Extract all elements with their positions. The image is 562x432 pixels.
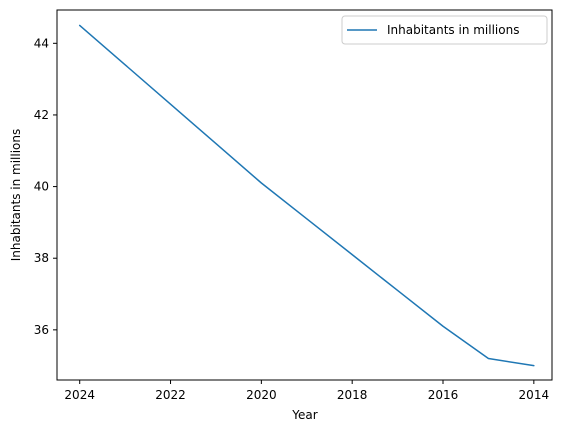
plot-frame	[56, 9, 553, 381]
x-tick-label: 2024	[64, 388, 95, 402]
x-tick-label: 2016	[428, 388, 459, 402]
y-tick-label: 40	[34, 180, 49, 194]
legend: Inhabitants in millions	[341, 15, 548, 45]
y-tick-label: 36	[34, 323, 49, 337]
x-tick-label: 2020	[246, 388, 277, 402]
legend-box	[341, 15, 548, 45]
y-tick-label: 44	[34, 36, 49, 50]
series-line	[78, 24, 535, 367]
y-tick-label: 38	[34, 251, 49, 265]
legend-label: Inhabitants in millions	[387, 23, 519, 37]
x-tick-label: 2022	[155, 388, 186, 402]
series-layer	[78, 24, 535, 367]
x-tick-label: 2018	[337, 388, 368, 402]
y-axis-title: Inhabitants in millions	[9, 129, 23, 261]
y-tick-label: 42	[34, 108, 49, 122]
x-axis-title: Year	[291, 408, 317, 422]
x-tick-label: 2014	[519, 388, 550, 402]
plot-area	[56, 9, 553, 381]
y-axis: 36 38 40 42 44	[34, 36, 57, 337]
x-axis: 2024 2022 2020 2018 2016 2014	[64, 380, 549, 402]
